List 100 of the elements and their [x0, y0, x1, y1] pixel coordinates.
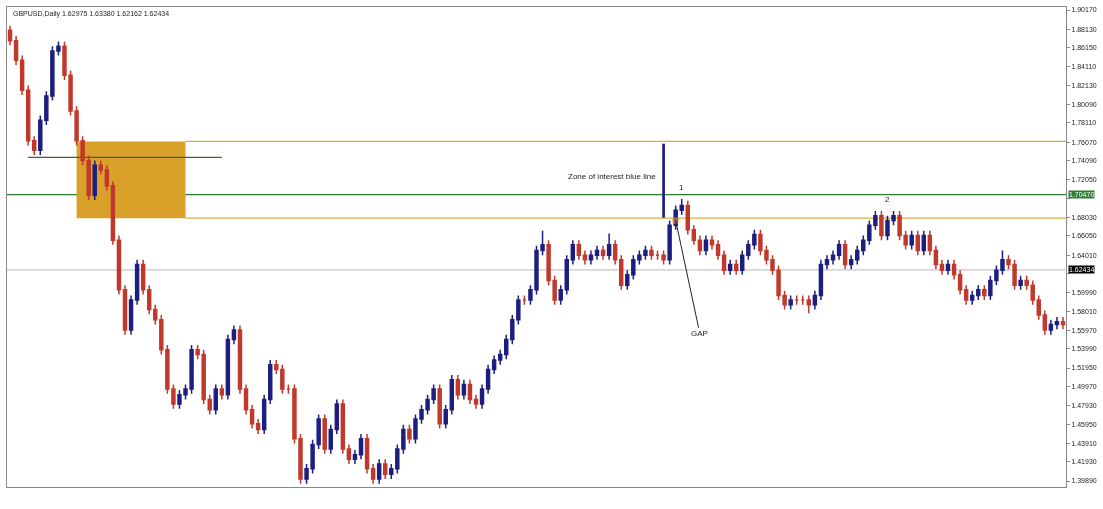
- candlestick: [806, 294, 812, 314]
- candlestick: [740, 249, 745, 276]
- candlestick: [497, 349, 503, 366]
- candlestick: [382, 458, 388, 480]
- candlestick: [951, 259, 957, 281]
- candlestick: [128, 294, 134, 336]
- candlestick: [933, 245, 939, 270]
- candlestick: [655, 249, 660, 261]
- candlestick: [921, 230, 927, 256]
- candlestick: [104, 164, 110, 192]
- candlestick: [848, 254, 854, 270]
- candlestick: [479, 383, 485, 410]
- candlestick: [213, 383, 219, 416]
- candlestick: [134, 259, 140, 306]
- candlestick: [146, 284, 152, 315]
- candlestick: [231, 324, 237, 345]
- candlestick: [7, 24, 13, 47]
- candlestick: [268, 359, 273, 405]
- candlestick: [25, 84, 31, 147]
- candlestick: [261, 393, 267, 435]
- candlestick: [116, 234, 122, 296]
- candlestick: [576, 239, 582, 261]
- candlestick: [691, 224, 697, 246]
- candlestick: [945, 259, 951, 276]
- candlestick: [485, 364, 491, 395]
- candlestick: [957, 269, 963, 296]
- candlestick: [110, 180, 116, 246]
- candlestick: [364, 433, 370, 475]
- candlestick: [788, 294, 793, 311]
- annotation: GAP: [691, 329, 708, 338]
- candlestick: [606, 232, 612, 261]
- candlestick: [286, 383, 291, 395]
- candlestick: [98, 159, 104, 176]
- candlestick: [153, 304, 158, 326]
- candlestick: [588, 249, 594, 266]
- candlestick: [243, 383, 249, 416]
- candlestick: [122, 284, 128, 336]
- candlestick: [407, 423, 412, 445]
- candlestick: [600, 245, 606, 261]
- candlestick: [340, 398, 346, 455]
- candlestick: [558, 284, 563, 306]
- candlestick: [794, 294, 799, 306]
- candlestick: [733, 259, 739, 276]
- candlestick: [909, 230, 914, 251]
- candlestick: [721, 249, 727, 276]
- candlestick: [976, 284, 981, 301]
- candlestick: [322, 413, 327, 455]
- candlestick: [715, 239, 721, 261]
- candlestick: [679, 198, 684, 216]
- annotation: 1: [679, 183, 684, 192]
- candlestick: [685, 200, 691, 236]
- candlestick: [449, 374, 455, 416]
- annotation: Zone of interest blue line: [568, 172, 657, 181]
- candlestick: [1048, 319, 1054, 336]
- candlestick: [443, 404, 448, 430]
- candlestick: [618, 254, 624, 291]
- candlestick: [836, 239, 842, 261]
- candlestick: [812, 290, 818, 311]
- candlestick: [594, 245, 600, 261]
- candlestick: [249, 404, 255, 430]
- candlestick: [661, 249, 666, 266]
- candlestick: [927, 230, 933, 256]
- candlestick: [219, 383, 225, 401]
- candlestick: [1054, 316, 1060, 330]
- candlestick: [467, 378, 473, 405]
- candlestick: [346, 443, 352, 465]
- candlestick: [1042, 309, 1048, 336]
- candlestick: [461, 378, 467, 401]
- candlestick: [13, 35, 19, 66]
- candlestick: [491, 354, 497, 375]
- candlestick: [709, 234, 715, 251]
- candlestick: [969, 290, 975, 306]
- candlestick: [939, 259, 945, 276]
- candlestick: [612, 239, 618, 266]
- candlestick: [1018, 275, 1023, 291]
- candlestick: [504, 334, 509, 360]
- candlestick: [727, 259, 733, 276]
- candlestick: [570, 239, 576, 266]
- candlestick: [255, 418, 261, 435]
- candlestick: [800, 294, 805, 306]
- candlestick: [564, 254, 569, 296]
- candlestick: [963, 284, 969, 306]
- candlestick: [982, 284, 987, 301]
- candlestick: [879, 210, 884, 241]
- candlestick: [358, 433, 364, 461]
- candlestick: [473, 393, 479, 410]
- candlestick: [522, 294, 527, 306]
- candlestick: [92, 159, 97, 201]
- candlestick: [842, 239, 848, 270]
- candlestick: [582, 249, 588, 266]
- candlestick: [437, 383, 442, 430]
- candlestick: [376, 458, 382, 485]
- candlestick: [455, 374, 461, 401]
- candlestick: [334, 398, 340, 435]
- candlestick: [328, 423, 333, 455]
- candlestick: [854, 245, 860, 266]
- candlestick: [32, 135, 37, 156]
- candlestick: [237, 324, 243, 395]
- candlestick: [649, 245, 654, 261]
- candlestick: [370, 463, 376, 485]
